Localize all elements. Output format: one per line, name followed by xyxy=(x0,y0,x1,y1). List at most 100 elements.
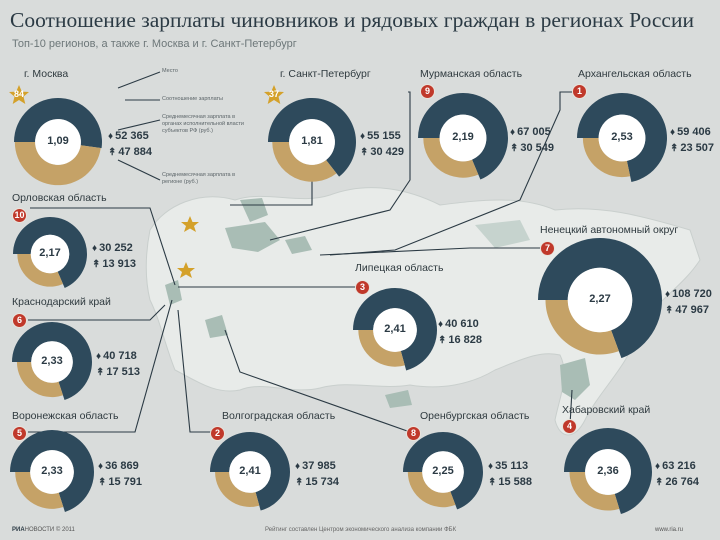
footer-site: www.ria.ru xyxy=(655,527,684,533)
ratio-value: 2,53 xyxy=(611,131,633,143)
donut-hole xyxy=(30,450,74,494)
official-salary-value: 37 985 xyxy=(302,460,336,472)
citizen-salary-value: 23 507 xyxy=(680,142,715,154)
donut-hole xyxy=(30,234,70,274)
leader-line-volgograd xyxy=(177,309,218,433)
official-salary: ♦ 36 869 xyxy=(98,460,139,472)
official-salary-value: 59 406 xyxy=(677,126,711,138)
donut-hole xyxy=(598,114,646,162)
donut-slice-official xyxy=(14,98,102,149)
donut-charts xyxy=(10,92,668,515)
legend-official-salary: Среднемесячная зарплата в органах исполн… xyxy=(162,114,245,134)
donut-slice-official xyxy=(13,217,87,288)
donut-slice-citizen xyxy=(215,472,260,507)
region-name: Краснодарский край xyxy=(12,296,111,308)
citizen-person-icon: ↟ xyxy=(438,335,447,346)
rank-badge: 5 xyxy=(12,426,27,441)
official-person-icon: ♦ xyxy=(108,131,114,142)
donut-hole xyxy=(35,119,81,165)
donut-slice-official xyxy=(268,97,357,177)
official-salary-value: 36 869 xyxy=(105,460,139,472)
citizen-person-icon: ↟ xyxy=(655,477,664,488)
official-salary-value: 52 365 xyxy=(115,130,149,142)
footer-brand: РИАНОВОСТИ © 2011 xyxy=(12,527,75,533)
footer-brand-suffix: НОВОСТИ © 2011 xyxy=(24,527,75,533)
leader-line-murmansk xyxy=(269,91,411,241)
map-star-moscow xyxy=(181,216,199,232)
rank-badge: 8 xyxy=(406,426,421,441)
citizen-salary-value: 15 734 xyxy=(305,476,340,488)
official-salary-value: 108 720 xyxy=(672,288,712,300)
ratio-value: 2,17 xyxy=(39,247,61,259)
donut-hole xyxy=(229,451,271,493)
citizen-salary-value: 17 513 xyxy=(106,366,141,378)
star-icon xyxy=(264,85,284,104)
donut-slice-citizen xyxy=(14,142,101,186)
official-person-icon: ♦ xyxy=(438,319,444,330)
official-salary-value: 67 005 xyxy=(517,126,551,138)
citizen-salary: ↟ 30 549 xyxy=(510,142,554,154)
official-person-icon: ♦ xyxy=(665,289,671,300)
ratio-value: 2,27 xyxy=(589,293,611,305)
donut-slice-citizen xyxy=(358,330,405,367)
leader-line-spb xyxy=(230,178,313,206)
footer-source: Рейтинг составлен Центром экономического… xyxy=(265,527,457,533)
donut-slice-citizen xyxy=(15,472,64,509)
citizen-salary: ↟ 30 429 xyxy=(360,146,404,158)
region-name: Мурманская область xyxy=(420,68,523,80)
official-person-icon: ♦ xyxy=(488,461,494,472)
citizen-person-icon: ↟ xyxy=(295,477,304,488)
ratio-value: 2,41 xyxy=(239,465,261,477)
leader-line-nenets xyxy=(319,247,545,256)
official-person-icon: ♦ xyxy=(92,243,98,254)
citizen-person-icon: ↟ xyxy=(488,477,497,488)
citizen-person-icon: ↟ xyxy=(108,147,117,158)
citizen-salary: ↟ 23 507 xyxy=(670,142,714,154)
donut-slice-citizen xyxy=(569,472,620,511)
ratio-value: 1,81 xyxy=(301,135,323,147)
citizen-person-icon: ↟ xyxy=(510,143,519,154)
map-star-spb xyxy=(177,262,195,278)
official-person-icon: ♦ xyxy=(655,461,661,472)
map-region-highlight xyxy=(385,390,412,408)
official-person-icon: ♦ xyxy=(510,127,516,138)
citizen-person-icon: ↟ xyxy=(96,367,105,378)
leader-line-orenburg xyxy=(224,329,411,433)
official-salary-value: 40 718 xyxy=(103,350,137,362)
citizen-salary-value: 47 884 xyxy=(118,146,153,158)
donut-slice-official xyxy=(210,432,290,511)
official-salary-value: 55 155 xyxy=(367,130,401,142)
map-region-highlight xyxy=(165,280,182,305)
citizen-salary: ↟ 15 588 xyxy=(488,476,532,488)
map-region-highlight xyxy=(475,220,530,248)
donut-slice-citizen xyxy=(17,254,63,287)
rank-number: 84 xyxy=(13,89,24,99)
region-name: Архангельская область xyxy=(578,68,692,80)
leader-lines xyxy=(28,71,575,433)
citizen-person-icon: ↟ xyxy=(360,147,369,158)
rank-badge: 6 xyxy=(12,313,27,328)
official-salary: ♦ 40 718 xyxy=(96,350,137,362)
donut-slice-official xyxy=(353,288,437,371)
legend-citizen-salary: Среднемесячная зарплата в регионе (руб.) xyxy=(162,172,236,185)
rank-badge: 1 xyxy=(572,84,587,99)
chart-title: Соотношение зарплаты чиновников и рядовы… xyxy=(10,8,694,32)
citizen-person-icon: ↟ xyxy=(665,305,674,316)
donut-slice-citizen xyxy=(407,472,456,508)
region-name: Ненецкий автономный округ xyxy=(540,224,679,236)
ratio-value: 2,33 xyxy=(41,355,63,367)
donut-hole xyxy=(585,449,631,495)
donut-slice-citizen xyxy=(272,142,337,182)
official-salary: ♦ 108 720 xyxy=(665,288,712,300)
citizen-person-icon: ↟ xyxy=(92,259,101,270)
citizen-salary-value: 30 549 xyxy=(520,142,555,154)
citizen-salary: ↟ 47 884 xyxy=(108,146,152,158)
citizen-salary: ↟ 16 828 xyxy=(438,334,482,346)
ratio-value: 2,36 xyxy=(597,465,619,477)
donut-slice-official xyxy=(538,238,662,359)
region-name: Оренбургская область xyxy=(420,410,530,422)
ratio-value: 2,25 xyxy=(432,465,454,477)
official-person-icon: ♦ xyxy=(295,461,301,472)
leader-line-krasnodar xyxy=(28,304,166,321)
